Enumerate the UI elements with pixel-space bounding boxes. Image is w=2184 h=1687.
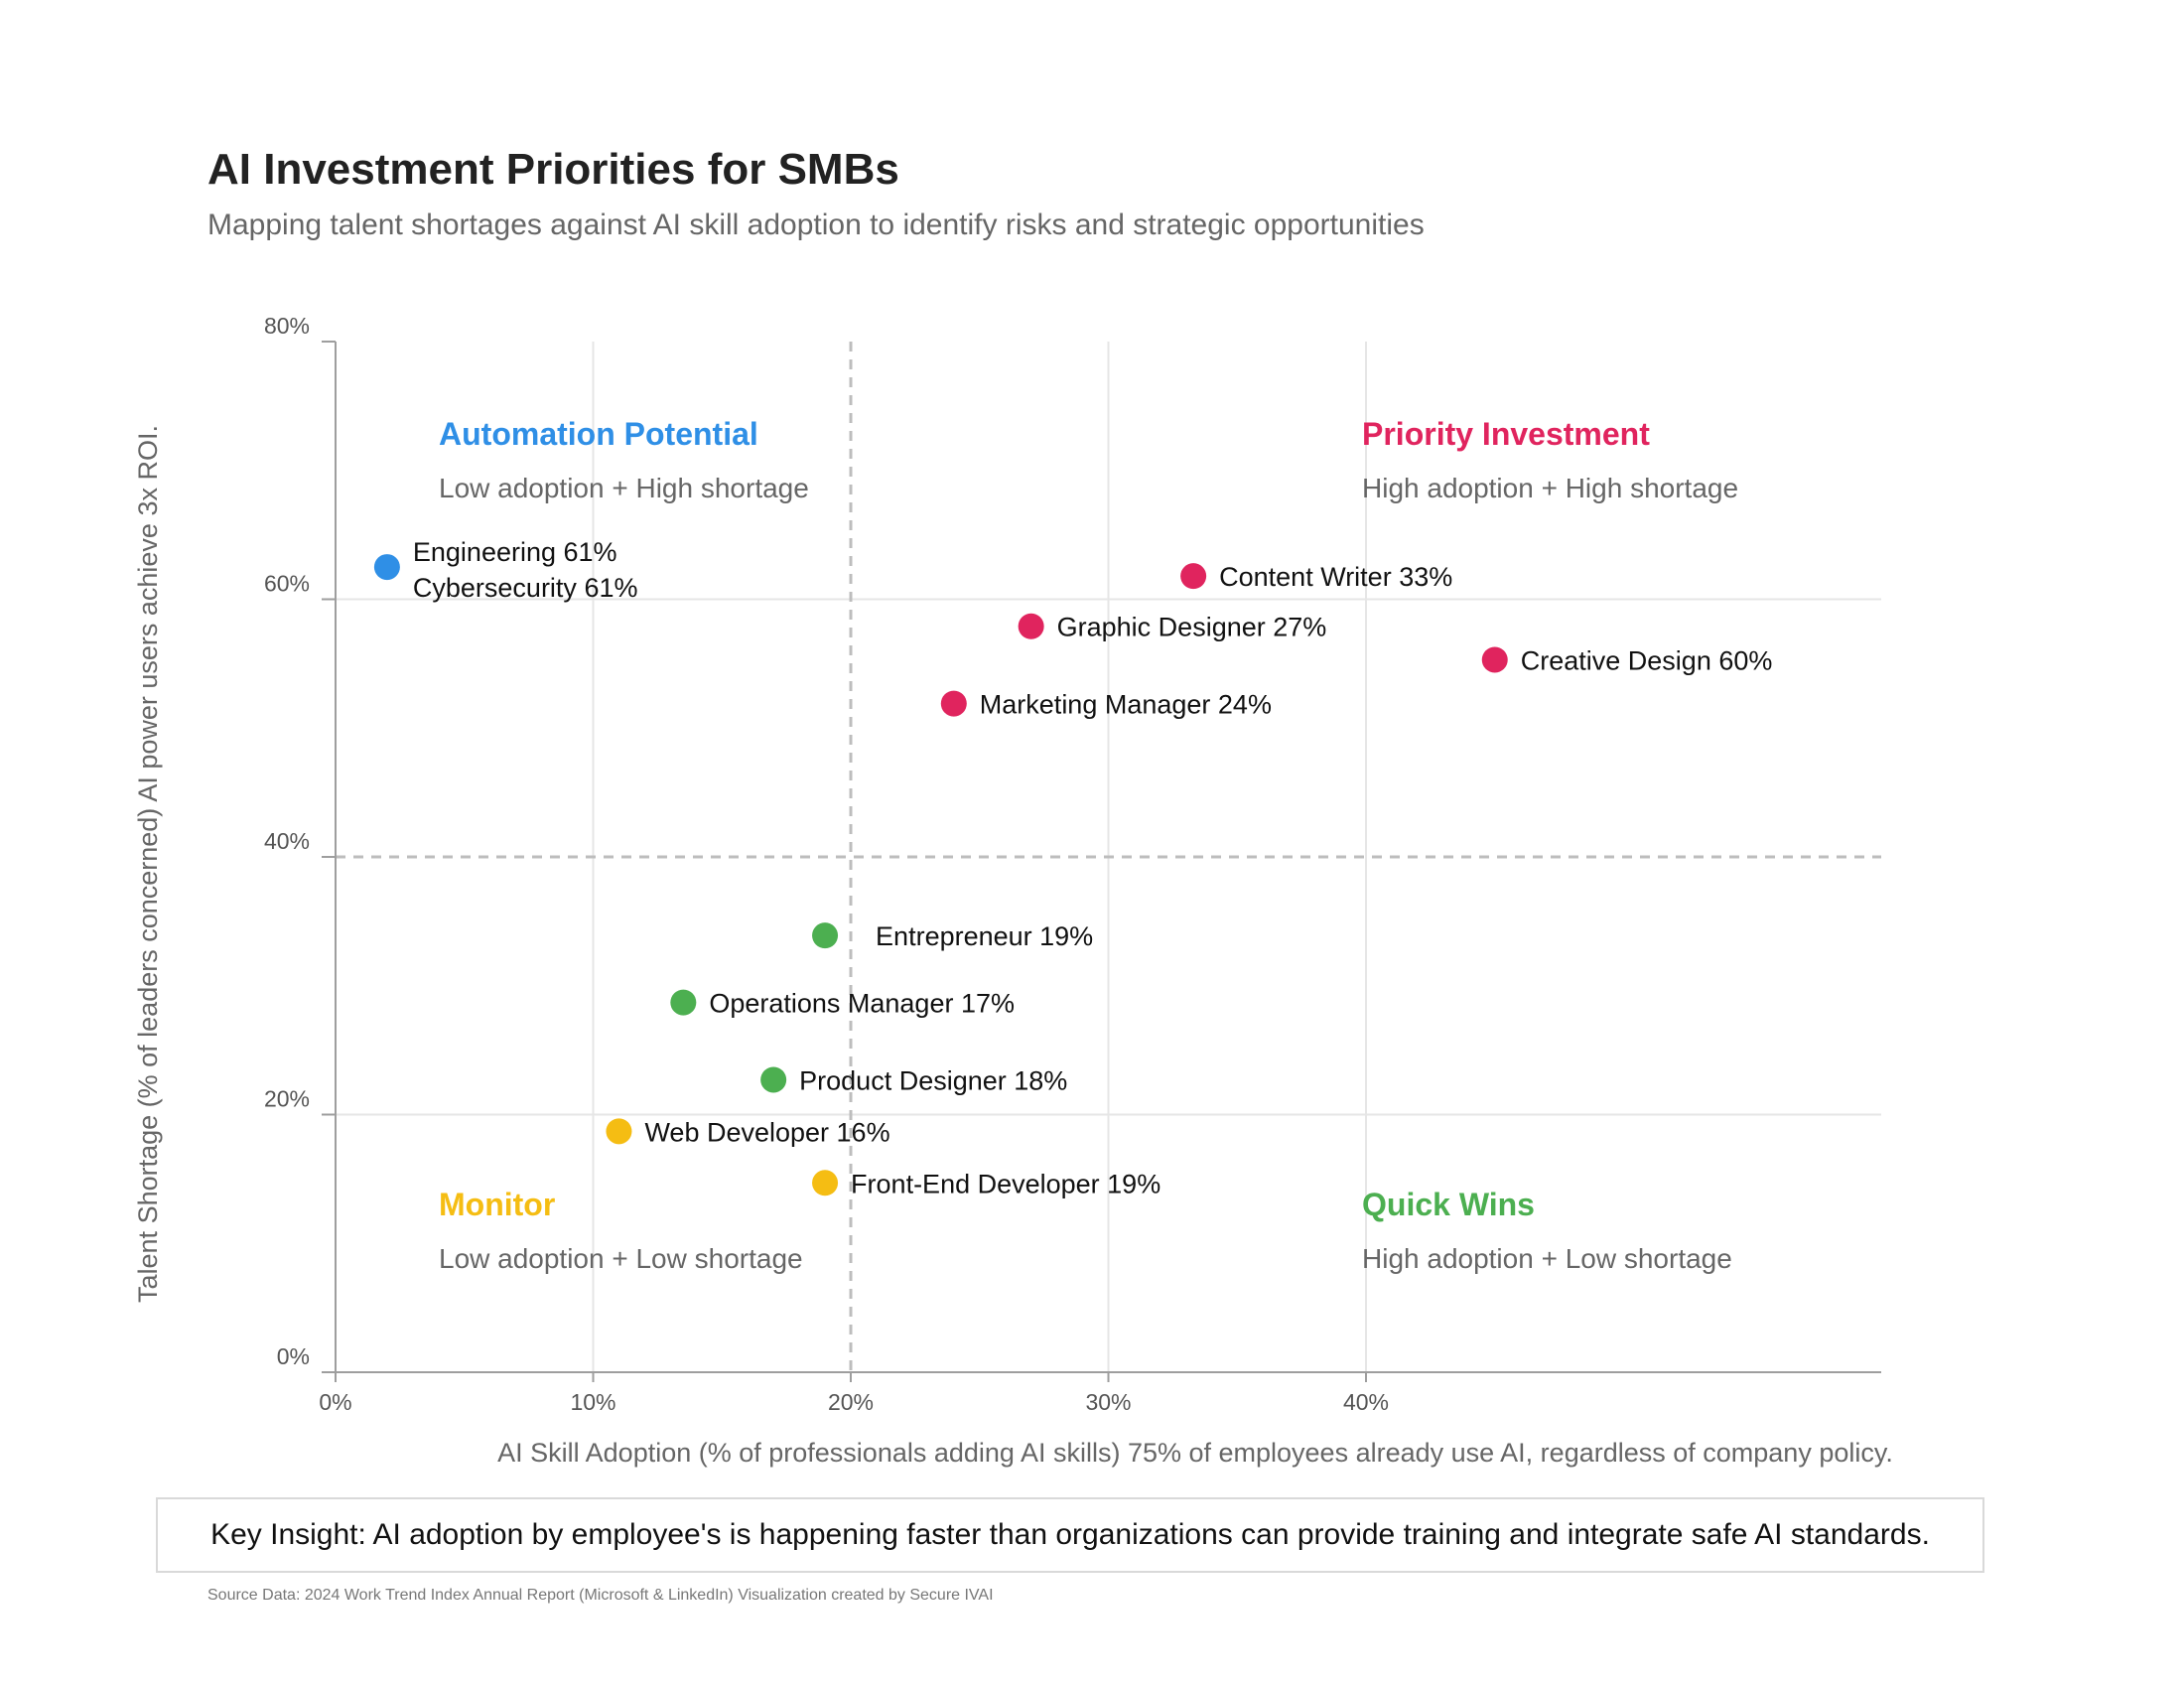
quadrant-subtitle-priority-investment: High adoption + High shortage — [1362, 473, 1738, 503]
point-creative-design-60 — [1481, 646, 1508, 673]
data-points: Engineering 61% Cybersecurity 61% Content … — [373, 537, 1773, 1198]
point-label-engineering-61: Engineering 61% — [413, 537, 617, 567]
point-label-product-designer-18: Product Designer 18% — [799, 1065, 1067, 1095]
scatter-chart: 0% 20% 40% 60% 80% 0% 10% 20% 30% 40% Automation … — [133, 313, 1893, 1468]
point-label-web-developer-16: Web Developer 16% — [644, 1117, 889, 1147]
quadrant-subtitle-monitor: Low adoption + Low shortage — [439, 1243, 803, 1274]
point-entrepreneur-19 — [812, 922, 839, 949]
point-web-developer-16 — [606, 1118, 632, 1145]
y-tick-label: 40% — [264, 828, 310, 854]
quadrant-title-quick-wins: Quick Wins — [1362, 1187, 1535, 1222]
y-axis-label: Talent Shortage (% of leaders concerned)… — [133, 425, 163, 1303]
quadrant-subtitle-automation-potential: Low adoption + High shortage — [439, 473, 809, 503]
chart-subtitle: Mapping talent shortages against AI skil… — [207, 209, 1425, 241]
x-axis-label: AI Skill Adoption (% of professionals ad… — [497, 1438, 1893, 1468]
y-tick-label: 20% — [264, 1086, 310, 1112]
quadrant-title-monitor: Monitor — [439, 1187, 555, 1222]
point-marketing-manager-24 — [940, 690, 967, 717]
tick-labels: 0% 20% 40% 60% 80% 0% 10% 20% 30% 40% — [264, 313, 1389, 1415]
point-label-creative-design-60: Creative Design 60% — [1521, 645, 1773, 675]
point-front-end-developer-19 — [812, 1170, 839, 1196]
point-content-writer-33 — [1180, 563, 1207, 590]
point-engineering-61 — [373, 554, 400, 581]
source-note: Source Data: 2024 Work Trend Index Annua… — [207, 1587, 994, 1604]
chart-title: AI Investment Priorities for SMBs — [207, 145, 899, 194]
x-tick-label: 10% — [570, 1389, 615, 1415]
quadrant-title-priority-investment: Priority Investment — [1362, 416, 1650, 452]
y-tick-label: 80% — [264, 313, 310, 339]
point-label-marketing-manager-24: Marketing Manager 24% — [980, 690, 1272, 720]
point-label-front-end-developer-19: Front-End Developer 19% — [851, 1169, 1160, 1198]
x-tick-label: 20% — [828, 1389, 874, 1415]
point-operations-manager-17 — [670, 989, 697, 1016]
quadrant-subtitle-quick-wins: High adoption + Low shortage — [1362, 1243, 1732, 1274]
point-label-entrepreneur-19: Entrepreneur 19% — [876, 921, 1093, 951]
point-label-content-writer-33: Content Writer 33% — [1219, 562, 1452, 592]
x-tick-label: 40% — [1343, 1389, 1389, 1415]
point-label-operations-manager-17: Operations Manager 17% — [709, 989, 1015, 1019]
y-tick-label: 60% — [264, 571, 310, 597]
point-label-cybersecurity-61: Cybersecurity 61% — [413, 573, 638, 603]
point-product-designer-18 — [760, 1066, 787, 1093]
quadrant-dividers — [336, 342, 1881, 1372]
x-tick-label: 0% — [319, 1389, 351, 1415]
point-label-graphic-designer-27: Graphic Designer 27% — [1057, 613, 1327, 642]
quadrant-labels: Automation Potential Low adoption + High … — [439, 416, 1738, 1274]
point-graphic-designer-27 — [1018, 613, 1044, 639]
quadrant-title-automation-potential: Automation Potential — [439, 416, 758, 452]
key-insight-text: Key Insight: AI adoption by employee's i… — [210, 1518, 1930, 1551]
y-tick-label: 0% — [277, 1343, 310, 1369]
x-tick-label: 30% — [1085, 1389, 1131, 1415]
axes — [322, 341, 1881, 1382]
key-insight-box: Key Insight: AI adoption by employee's i… — [156, 1497, 1984, 1573]
